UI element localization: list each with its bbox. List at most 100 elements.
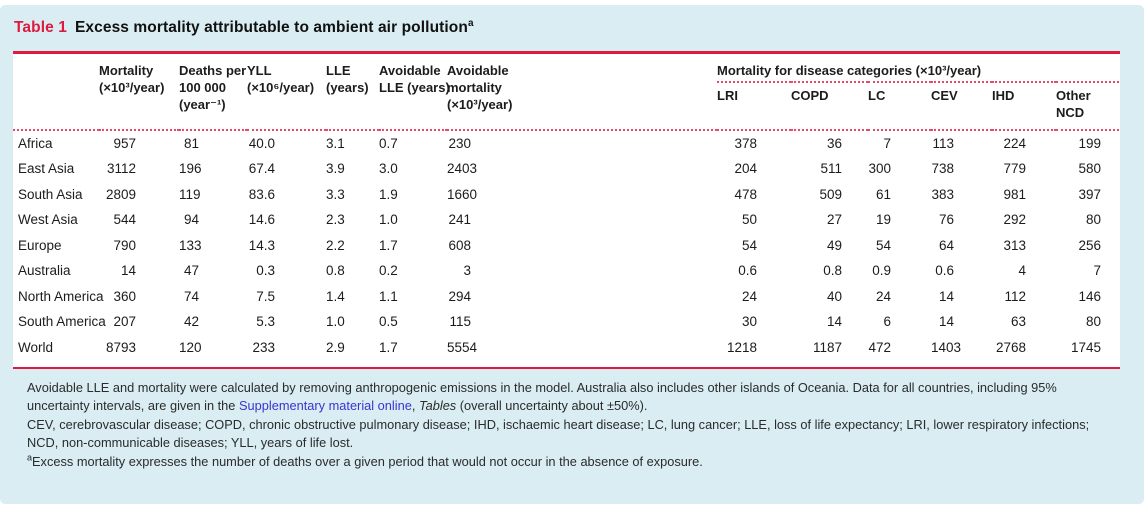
mortality-table: Mortality (×10³/year) Deaths per 100 000… (13, 54, 1119, 361)
value-cell: 94 (183, 212, 199, 227)
table-row: East Asia 3112 196 67.4 3.9 3.0 2403 204 511 300 7… (13, 157, 1119, 183)
value-cell: 2809 (105, 186, 136, 202)
header-line: Avoidable (447, 63, 509, 78)
value-cell: 67.4 (248, 161, 275, 176)
value-cell: 80 (1085, 212, 1101, 227)
region-cell: North America (18, 288, 104, 304)
footnote-text: Excess mortality expresses the number of… (32, 453, 703, 469)
value-cell: 3 (463, 263, 471, 278)
value-cell: 2.3 (326, 212, 345, 227)
value-cell: 3.1 (326, 135, 345, 151)
column-header-avoidable-mortality: Avoidable mortality (×10³/year) (447, 54, 717, 131)
table-row: South Asia 2809 119 83.6 3.3 1.9 1660 478 509 61 3… (13, 182, 1119, 208)
disease-categories-group-header: Mortality for disease categories (×10³/y… (717, 54, 1119, 83)
value-cell: 1187 (812, 339, 842, 355)
value-cell: 6 (883, 314, 891, 329)
value-cell: 256 (1078, 237, 1101, 253)
group-header-line: Mortality for disease categories (×10³/y… (717, 63, 982, 78)
header-line: (×10⁶/year) (247, 80, 315, 95)
value-cell: 5554 (447, 339, 478, 355)
value-cell: 300 (868, 161, 891, 176)
column-header-mortality: Mortality (×10³/year) (99, 54, 179, 131)
value-cell: 0.7 (379, 135, 398, 151)
value-cell: 472 (868, 339, 891, 355)
value-cell: 0.6 (738, 263, 757, 278)
column-header-lri: LRI (717, 82, 791, 131)
header-line: Avoidable (379, 63, 441, 78)
value-cell: 1.0 (379, 212, 398, 227)
value-cell: 1.0 (326, 314, 345, 329)
header-line: (years) (326, 80, 369, 95)
value-cell: 0.5 (379, 314, 398, 329)
header-line: YLL (247, 63, 272, 78)
value-cell: 313 (1003, 237, 1026, 253)
value-cell: 0.2 (379, 263, 398, 278)
value-cell: 0.9 (872, 263, 891, 278)
header-line: (year⁻¹) (179, 97, 226, 112)
value-cell: 199 (1078, 135, 1101, 151)
value-cell: 14 (938, 314, 954, 329)
header-line: Mortality (99, 63, 154, 78)
value-cell: 207 (113, 314, 136, 329)
footnote-text: Avoidable LLE and mortality were calcula… (27, 379, 1057, 414)
table-caption: Table 1 Excess mortality attributable to … (0, 5, 1144, 51)
value-cell: 511 (820, 161, 842, 176)
value-cell: 115 (449, 314, 471, 329)
value-cell: 4 (1018, 263, 1026, 278)
region-cell: Africa (18, 135, 53, 151)
value-cell: 133 (179, 237, 202, 253)
column-header-other-ncd: Other NCD (1056, 82, 1119, 131)
header-line: (×10³/year) (99, 80, 165, 95)
table-number-label: Table 1 (14, 19, 67, 36)
value-cell: 8793 (105, 339, 136, 355)
value-cell: 2403 (447, 161, 478, 176)
value-cell: 378 (734, 135, 757, 151)
table-body-area: Mortality (×10³/year) Deaths per 100 000… (13, 51, 1120, 369)
value-cell: 233 (252, 339, 275, 355)
value-cell: 14 (826, 314, 842, 329)
value-cell: 14 (938, 288, 954, 304)
region-cell: East Asia (18, 161, 75, 176)
supplementary-material-link[interactable]: Supplementary material online (238, 398, 412, 413)
value-cell: 54 (875, 237, 891, 253)
footnote-superscript-a: a (27, 452, 33, 463)
table-header: Mortality (×10³/year) Deaths per 100 000… (13, 54, 1119, 131)
value-cell: 83.6 (248, 186, 275, 202)
value-cell: 42 (183, 314, 199, 329)
value-cell: 360 (113, 288, 136, 304)
value-cell: 64 (938, 237, 954, 253)
value-cell: 5.3 (256, 314, 275, 329)
value-cell: 54 (741, 237, 757, 253)
value-cell: 230 (448, 135, 471, 151)
value-cell: 478 (734, 186, 757, 202)
value-cell: 3.9 (326, 161, 345, 176)
header-row-diseases: LRI COPD LC CEV IHD Other (13, 82, 1119, 131)
table-row: West Asia 544 94 14.6 2.3 1.0 241 50 27 19 76 292 80 (13, 208, 1119, 234)
value-cell: 1.7 (379, 339, 398, 355)
footnote-methods: Avoidable LLE and mortality were calcula… (27, 379, 1118, 416)
value-cell: 0.3 (256, 263, 275, 278)
column-header-yll: YLL (×10⁶/year) (247, 54, 326, 131)
table-row: World 8793 120 233 2.9 1.7 5554 1218 1187 472 1403… (13, 335, 1119, 361)
value-cell: 294 (448, 288, 471, 304)
footnote-text: (overall uncertainty about ±50%). (456, 398, 648, 413)
column-header-copd: COPD (791, 82, 868, 131)
value-cell: 19 (875, 212, 891, 227)
table-row: North America 360 74 7.5 1.4 1.1 294 24 40 24 14 11… (13, 284, 1119, 310)
header-line: LLE (years) (379, 80, 450, 95)
header-line: LC (868, 88, 886, 103)
value-cell: 146 (1078, 288, 1101, 304)
table-footnotes: Avoidable LLE and mortality were calcula… (0, 369, 1144, 472)
value-cell: 790 (113, 237, 136, 253)
value-cell: 2.2 (326, 237, 345, 253)
value-cell: 24 (741, 288, 757, 304)
header-line: NCD (1056, 105, 1085, 120)
table-title-superscript: a (467, 17, 474, 29)
value-cell: 81 (183, 135, 199, 151)
region-cell: South Asia (18, 186, 83, 202)
value-cell: 397 (1078, 186, 1101, 202)
table-rows: Africa 957 81 40.0 3.1 0.7 230 378 36 7 113 224 199 E… (13, 130, 1119, 361)
value-cell: 61 (875, 186, 891, 202)
table-row: Africa 957 81 40.0 3.1 0.7 230 378 36 7 113 224 199 (13, 130, 1119, 157)
column-header-deaths-per-100000: Deaths per 100 000 (year⁻¹) (179, 54, 247, 131)
